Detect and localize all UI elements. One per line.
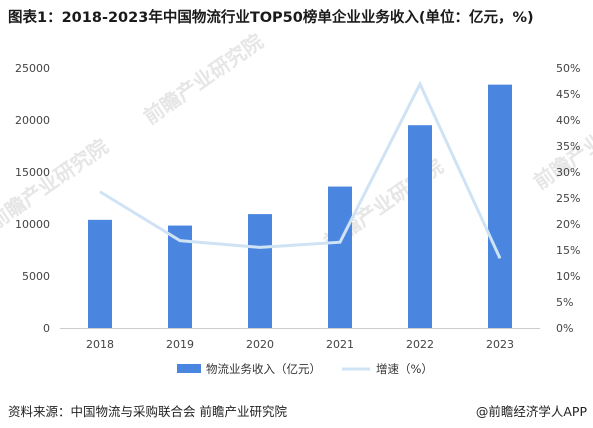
left-tick-label: 25000 — [15, 62, 50, 75]
right-tick-label: 10% — [556, 270, 580, 283]
growth-line — [99, 80, 502, 259]
left-tick-label: 15000 — [15, 166, 50, 179]
legend-bar-swatch — [177, 364, 201, 373]
left-tick-label: 10000 — [15, 218, 50, 231]
left-tick-label: 5000 — [22, 270, 50, 283]
left-axis-ticks: 0 5000 10000 15000 20000 25000 — [15, 62, 50, 335]
left-tick-label: 0 — [43, 322, 50, 335]
right-tick-label: 50% — [556, 62, 580, 75]
x-tick-label: 2021 — [326, 338, 354, 351]
bar-2018 — [88, 219, 112, 328]
bar-2022 — [408, 125, 432, 328]
right-tick-label: 35% — [556, 140, 580, 153]
right-axis-ticks: 0% 5% 10% 15% 20% 25% 30% 35% 40% 45% 50% — [556, 62, 580, 335]
bar-2020 — [248, 214, 272, 328]
legend-bar-label: 物流业务收入（亿元） — [206, 362, 321, 376]
bar-2021 — [328, 186, 352, 328]
x-tick-label: 2022 — [406, 338, 434, 351]
x-axis-ticks: 2018 2019 2020 2021 2022 2023 — [86, 338, 514, 351]
x-tick-label: 2019 — [166, 338, 194, 351]
legend-line-label: 增速（%） — [376, 362, 433, 376]
source-note: 资料来源：中国物流与采购联合会 前瞻产业研究院 — [8, 404, 287, 419]
x-tick-label: 2020 — [246, 338, 274, 351]
x-tick-label: 2023 — [486, 338, 514, 351]
right-tick-label: 15% — [556, 244, 580, 257]
left-tick-label: 20000 — [15, 114, 50, 127]
right-tick-label: 40% — [556, 114, 580, 127]
right-tick-label: 20% — [556, 218, 580, 231]
bar-2023 — [488, 84, 512, 328]
source-credit: @前瞻经济学人APP — [475, 404, 587, 419]
right-tick-label: 0% — [556, 322, 573, 335]
bar-series — [88, 84, 512, 328]
x-tick-label: 2018 — [86, 338, 114, 351]
right-tick-label: 5% — [556, 296, 573, 309]
line-series — [99, 80, 502, 259]
right-tick-label: 25% — [556, 192, 580, 205]
right-tick-label: 30% — [556, 166, 580, 179]
right-tick-label: 45% — [556, 88, 580, 101]
chart-title: 图表1：2018-2023年中国物流行业TOP50榜单企业业务收入(单位：亿元，… — [8, 10, 534, 26]
watermark-text: 前瞻产业研究院 — [139, 29, 267, 129]
legend: 物流业务收入（亿元） 增速（%） — [177, 362, 433, 376]
